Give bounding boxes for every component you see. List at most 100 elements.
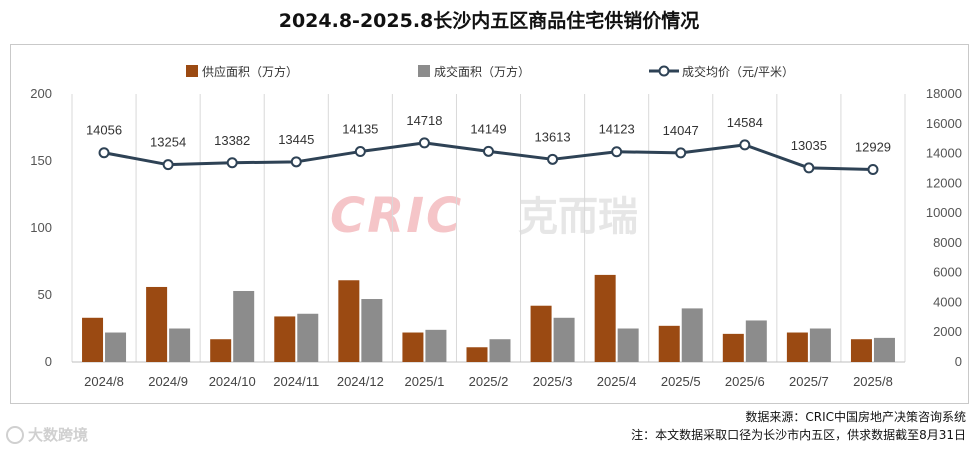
source-notes: 数据来源：CRIC中国房地产决策咨询系统 注：本文数据采取口径为长沙市内五区，供… bbox=[631, 408, 966, 444]
supply-bar bbox=[466, 347, 488, 362]
price-data-label: 14056 bbox=[86, 123, 122, 138]
price-data-label: 14584 bbox=[727, 115, 763, 130]
supply-bar bbox=[850, 339, 872, 362]
deal-bar bbox=[873, 337, 895, 362]
right-tick-label: 10000 bbox=[926, 205, 962, 220]
left-tick-label: 150 bbox=[30, 153, 52, 168]
price-point bbox=[739, 139, 751, 151]
deal-bar bbox=[233, 290, 255, 362]
category-axis: 2024/8 2024/9 2024/10 2024/11 2024/12 2025/1 2… bbox=[84, 374, 893, 389]
price-data-label: 12929 bbox=[855, 140, 891, 155]
bars bbox=[82, 274, 895, 362]
deal-bar bbox=[297, 313, 319, 362]
right-tick-label: 0 bbox=[955, 354, 962, 369]
deal-bar bbox=[361, 299, 383, 362]
category-label: 2025/1 bbox=[405, 374, 445, 389]
right-tick-label: 18000 bbox=[926, 86, 962, 101]
price-data-label: 14123 bbox=[599, 122, 635, 137]
category-label: 2025/8 bbox=[853, 374, 893, 389]
price-data-label: 13613 bbox=[534, 129, 570, 144]
deal-bar bbox=[553, 317, 575, 362]
left-tick-label: 0 bbox=[45, 354, 52, 369]
supply-bar bbox=[658, 325, 680, 362]
price-data-label: 14149 bbox=[470, 121, 506, 136]
supply-bar bbox=[274, 316, 296, 362]
brand-logo-icon bbox=[6, 425, 24, 444]
deal-bar bbox=[809, 328, 831, 362]
price-point bbox=[226, 157, 238, 169]
category-label: 2024/9 bbox=[148, 374, 188, 389]
right-tick-label: 16000 bbox=[926, 116, 962, 131]
source-line: 数据来源：CRIC中国房地产决策咨询系统 bbox=[745, 410, 966, 424]
deal-bar bbox=[617, 328, 639, 362]
legend-deal-label: 成交面积（万方） bbox=[434, 64, 530, 79]
corner-brand: 大数跨境 bbox=[6, 424, 88, 445]
price-point bbox=[483, 145, 494, 157]
price-point bbox=[611, 146, 623, 158]
watermark: CRIC 克而瑞 bbox=[330, 188, 638, 244]
category-label: 2024/10 bbox=[209, 374, 256, 389]
right-tick-label: 2000 bbox=[933, 324, 962, 339]
supply-bar bbox=[402, 332, 424, 362]
left-tick-label: 50 bbox=[38, 287, 52, 302]
category-label: 2024/8 bbox=[84, 374, 124, 389]
category-label: 2024/11 bbox=[273, 374, 319, 389]
deal-bar bbox=[745, 320, 767, 362]
right-tick-label: 4000 bbox=[933, 294, 962, 309]
price-data-label: 14718 bbox=[406, 113, 442, 128]
category-label: 2025/7 bbox=[789, 374, 829, 389]
supply-bar bbox=[82, 317, 104, 362]
legend-supply-label: 供应面积（万方） bbox=[202, 64, 298, 79]
price-data-label: 13445 bbox=[278, 132, 314, 147]
price-point bbox=[98, 147, 110, 159]
right-axis: 0 2000 4000 6000 8000 10000 12000 14000 16000 180… bbox=[926, 86, 962, 369]
left-axis: 0 50 100 150 200 bbox=[30, 86, 52, 369]
price-point bbox=[162, 159, 174, 171]
price-point bbox=[547, 153, 559, 165]
category-label: 2025/4 bbox=[597, 374, 637, 389]
price-point bbox=[354, 146, 366, 158]
category-label: 2025/5 bbox=[661, 374, 701, 389]
watermark-chinese: 克而瑞 bbox=[518, 194, 638, 240]
supply-bar bbox=[146, 286, 168, 362]
category-label: 2025/2 bbox=[469, 374, 509, 389]
note-line: 注：本文数据采取口径为长沙市内五区，供求数据截至8月31日 bbox=[631, 428, 966, 442]
price-data-label: 14047 bbox=[663, 123, 699, 138]
deal-bar bbox=[425, 329, 447, 362]
watermark-cric: CRIC bbox=[330, 188, 463, 244]
legend: 供应面积（万方） 成交面积（万方） 成交均价（元/平米） bbox=[186, 64, 794, 79]
price-line: 14056 13254 13382 13445 14135 14718 14149 13613… bbox=[86, 113, 891, 176]
right-tick-label: 8000 bbox=[933, 235, 962, 250]
supply-bar bbox=[530, 305, 552, 362]
left-tick-label: 100 bbox=[30, 220, 52, 235]
supply-bar bbox=[210, 339, 232, 362]
legend-deal-swatch bbox=[418, 65, 430, 77]
price-data-label: 13254 bbox=[150, 135, 186, 150]
supply-bar bbox=[338, 280, 360, 362]
price-data-label: 13382 bbox=[214, 133, 250, 148]
deal-bar bbox=[169, 328, 191, 362]
category-label: 2025/6 bbox=[725, 374, 765, 389]
legend-price-label: 成交均价（元/平米） bbox=[682, 64, 794, 79]
supply-bar bbox=[594, 274, 616, 362]
legend-price-marker bbox=[658, 65, 670, 77]
corner-brand-text: 大数跨境 bbox=[28, 426, 89, 444]
price-point bbox=[418, 137, 430, 149]
deal-bar bbox=[681, 308, 703, 362]
price-point bbox=[867, 164, 879, 176]
right-tick-label: 12000 bbox=[926, 175, 962, 190]
deal-bar bbox=[489, 339, 511, 362]
right-tick-label: 14000 bbox=[926, 146, 962, 161]
supply-bar bbox=[722, 333, 744, 362]
chart-title: 2024.8-2025.8长沙内五区商品住宅供销价情况 bbox=[278, 10, 700, 32]
category-label: 2025/3 bbox=[533, 374, 573, 389]
price-point bbox=[675, 147, 687, 159]
price-point bbox=[803, 162, 815, 174]
price-point bbox=[290, 156, 302, 168]
supply-bar bbox=[786, 332, 808, 362]
price-data-label: 14135 bbox=[342, 122, 378, 137]
right-tick-label: 6000 bbox=[933, 265, 962, 280]
legend-supply-swatch bbox=[186, 65, 198, 77]
category-label: 2024/12 bbox=[337, 374, 384, 389]
